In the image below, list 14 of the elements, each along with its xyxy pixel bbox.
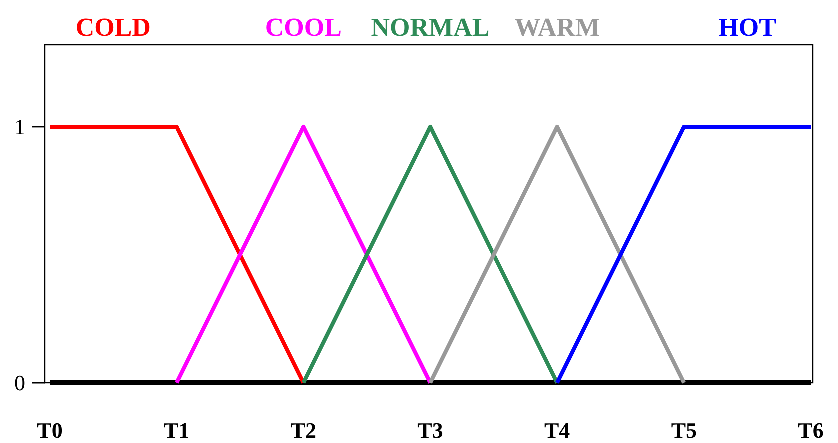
x-tick-label: T5: [671, 418, 698, 443]
text: WARM: [514, 13, 600, 42]
text: HOT: [718, 13, 776, 42]
y-tick-label: 1: [14, 114, 26, 140]
text: NORMAL: [371, 13, 490, 42]
x-tick-label: T0: [37, 418, 63, 443]
x-tick-label: T6: [798, 418, 824, 443]
y-tick-label: 0: [14, 370, 26, 396]
x-tick-label: T3: [418, 418, 444, 443]
x-tick-label: T2: [290, 418, 317, 443]
x-tick-label: T4: [544, 418, 570, 443]
text: COLD: [76, 13, 151, 42]
text: COOL: [265, 13, 342, 42]
x-tick-label: T1: [164, 418, 190, 443]
